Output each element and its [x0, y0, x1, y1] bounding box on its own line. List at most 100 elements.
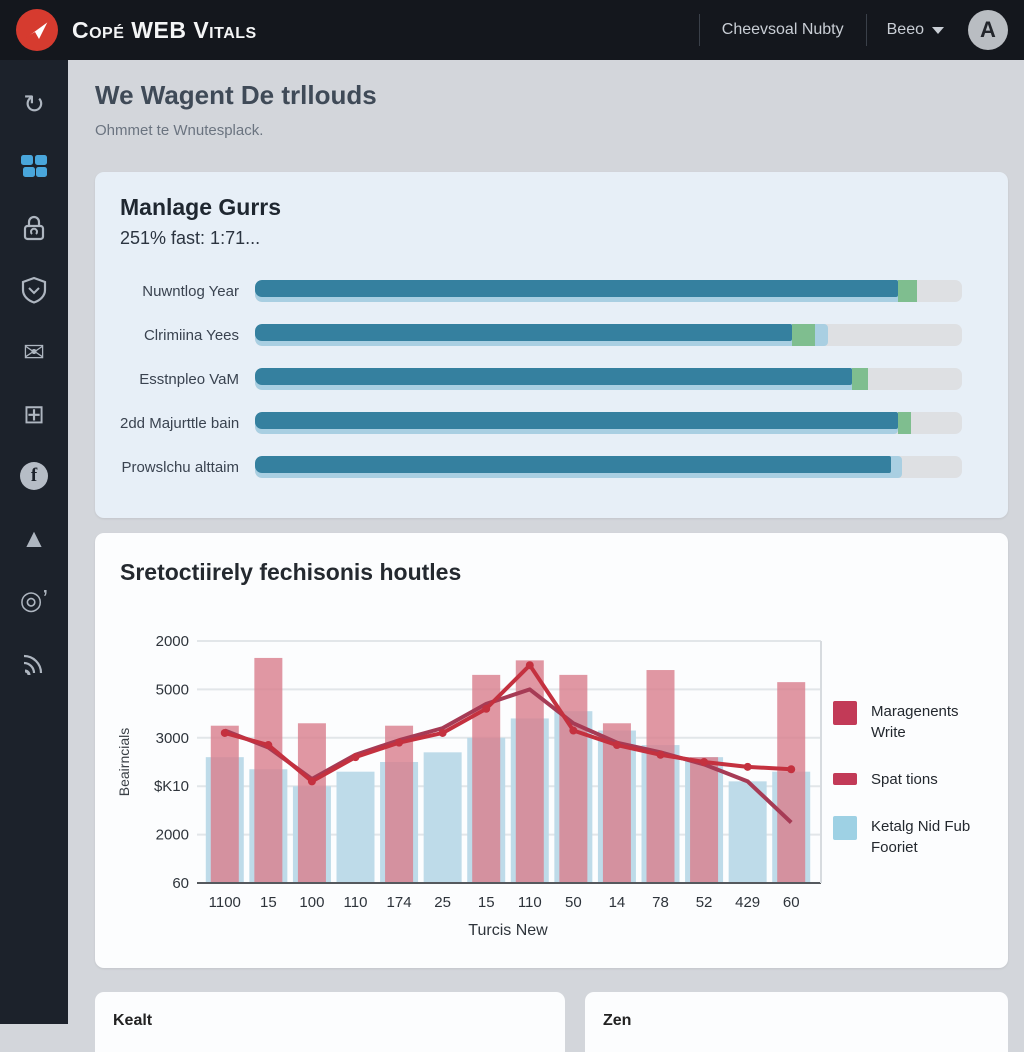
page-subtitle: Ohmmet te Wnutesplack. — [95, 122, 264, 139]
line-marker — [482, 704, 491, 713]
y-tick-label: 3000 — [156, 730, 189, 747]
vitals-row-label: Clrimiina Yees — [143, 326, 239, 344]
x-tick-label: 174 — [387, 894, 412, 911]
line-marker — [351, 753, 360, 762]
line-marker — [438, 728, 447, 737]
legend-swatch — [833, 701, 857, 725]
x-tick-label: 78 — [652, 894, 669, 911]
nav-item-account[interactable]: Cheevsoal Nubty — [721, 21, 844, 38]
legend-item: Ketalg Nid Fub Fooriet — [833, 816, 981, 858]
vitals-bar-fill — [255, 412, 899, 429]
legend-item: Spat tions — [833, 769, 981, 790]
rss-icon[interactable] — [18, 646, 50, 678]
nav-dropdown-label: Beeo — [886, 21, 924, 38]
bottom-card-left-title: Kealt — [113, 1012, 153, 1029]
x-tick-label: 100 — [299, 894, 324, 911]
vitals-bar-cap — [792, 324, 815, 346]
pink-bar — [646, 670, 675, 883]
user-avatar[interactable]: A — [968, 10, 1008, 50]
vitals-row: Esstnpleo VaM — [120, 368, 962, 390]
vitals-row-track — [255, 368, 962, 390]
x-tick-label: 110 — [518, 894, 542, 911]
history-icon[interactable]: ↻ — [23, 88, 45, 119]
facebook-letter: f — [20, 462, 48, 490]
vitals-card-subtitle: 251% fast: 1:71... — [120, 228, 261, 248]
line-marker — [220, 728, 229, 737]
shield-icon[interactable] — [18, 274, 50, 306]
legend-label: Spat tions — [871, 771, 938, 788]
y-tick-label: $K10 — [154, 778, 189, 795]
chart-legend: Maragenents Write Spat tions Ketalg Nid Fu… — [833, 701, 981, 858]
mail-icon[interactable]: ✉ — [23, 336, 45, 367]
x-tick-label: 50 — [565, 894, 582, 911]
x-tick-label: 15 — [478, 894, 495, 911]
line-marker — [395, 738, 404, 747]
x-tick-label: 14 — [609, 894, 626, 911]
y-tick-label: 2000 — [156, 827, 189, 844]
vitals-row-label: Nuwntlog Year — [142, 282, 239, 300]
vitals-bar-list: Nuwntlog Year Clrimiina Yees Esstnpleo VaM… — [120, 280, 962, 478]
vitals-bar-cap — [898, 280, 917, 302]
vitals-row: Prowslchu alttaim — [120, 456, 962, 478]
vitals-bar-fill — [255, 280, 899, 297]
grid-icon[interactable]: ⊞ — [23, 398, 45, 429]
target-icon[interactable]: ◎ʼ — [19, 584, 49, 615]
vitals-row: Nuwntlog Year — [120, 280, 962, 302]
area-bar — [423, 752, 462, 883]
legend-swatch — [833, 816, 857, 840]
y-tick-label: 2000 — [156, 633, 189, 650]
line-marker — [743, 762, 752, 771]
pink-bar — [690, 757, 719, 883]
nav-dropdown[interactable]: Beeo — [867, 21, 964, 39]
mountain-icon[interactable]: ▲ — [21, 522, 47, 553]
vitals-row-label: Prowslchu alttaim — [121, 458, 239, 476]
bottom-card-right[interactable]: Zen — [585, 992, 1008, 1052]
pink-bar — [602, 723, 631, 883]
line-marker — [525, 661, 534, 670]
pink-bar — [210, 725, 239, 883]
x-tick-label: 1100 — [209, 894, 241, 911]
app-logo[interactable] — [16, 9, 58, 51]
line-marker — [307, 777, 316, 786]
x-tick-label: 52 — [696, 894, 713, 911]
line-marker — [264, 741, 273, 750]
area-bar — [728, 781, 767, 883]
chevron-down-icon — [932, 26, 944, 34]
area-bar — [336, 771, 375, 883]
pink-bar — [559, 674, 588, 883]
y-tick-label: 5000 — [156, 681, 189, 698]
sidebar-nav: ↻ ✉ ⊞ f ▲ ◎ʼ — [0, 60, 68, 1024]
x-tick-label: 60 — [783, 894, 800, 911]
x-tick-label: 110 — [344, 894, 368, 911]
legend-item: Maragenents Write — [833, 701, 981, 743]
vitals-bar-cap — [898, 412, 912, 434]
vitals-row-track — [255, 412, 962, 434]
bottom-card-right-title: Zen — [603, 1012, 632, 1029]
y-tick-label: 60 — [172, 875, 189, 892]
vitals-row-track — [255, 324, 962, 346]
vitals-row-label: Esstnpleo VaM — [139, 370, 239, 388]
vitals-card-title: Manlage Gurrs — [120, 194, 282, 220]
line-marker — [700, 758, 709, 766]
vitals-bar-fill — [255, 324, 793, 341]
legend-label: Maragenents Write — [871, 703, 959, 741]
vitals-row-track — [255, 456, 962, 478]
legend-swatch — [833, 773, 857, 785]
x-tick-label: 15 — [260, 894, 277, 911]
combo-chart-svg: 2000 5000 3000 $K10 2000 60 1100 15 100 110 174 25 1… — [116, 633, 822, 939]
app-header: Copé WEB Vitals Cheevsoal Nubty Beeo A — [0, 0, 1024, 60]
x-tick-label: 25 — [434, 894, 451, 911]
vitals-bar-fill — [255, 456, 892, 473]
pink-bar — [777, 682, 806, 883]
combo-chart: 2000 5000 3000 $K10 2000 60 1100 15 100 110 174 25 1… — [113, 621, 833, 958]
vitals-bar-fill — [255, 368, 853, 385]
header-divider — [865, 14, 867, 46]
users-icon[interactable] — [18, 150, 50, 182]
bottom-card-left[interactable]: Kealt — [95, 992, 565, 1052]
main-content: We Wagent De trllouds Ohmmet te Wnutespl… — [68, 60, 1024, 1052]
facebook-icon[interactable]: f — [18, 460, 50, 492]
lock-icon[interactable] — [18, 212, 50, 244]
line-marker — [569, 726, 578, 735]
line-marker — [612, 741, 621, 750]
pink-bar — [385, 725, 414, 883]
